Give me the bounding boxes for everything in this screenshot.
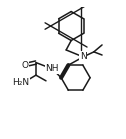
- Text: O: O: [21, 61, 28, 70]
- Text: NH: NH: [45, 64, 59, 73]
- Text: N: N: [80, 52, 87, 61]
- Text: H₂N: H₂N: [12, 78, 29, 87]
